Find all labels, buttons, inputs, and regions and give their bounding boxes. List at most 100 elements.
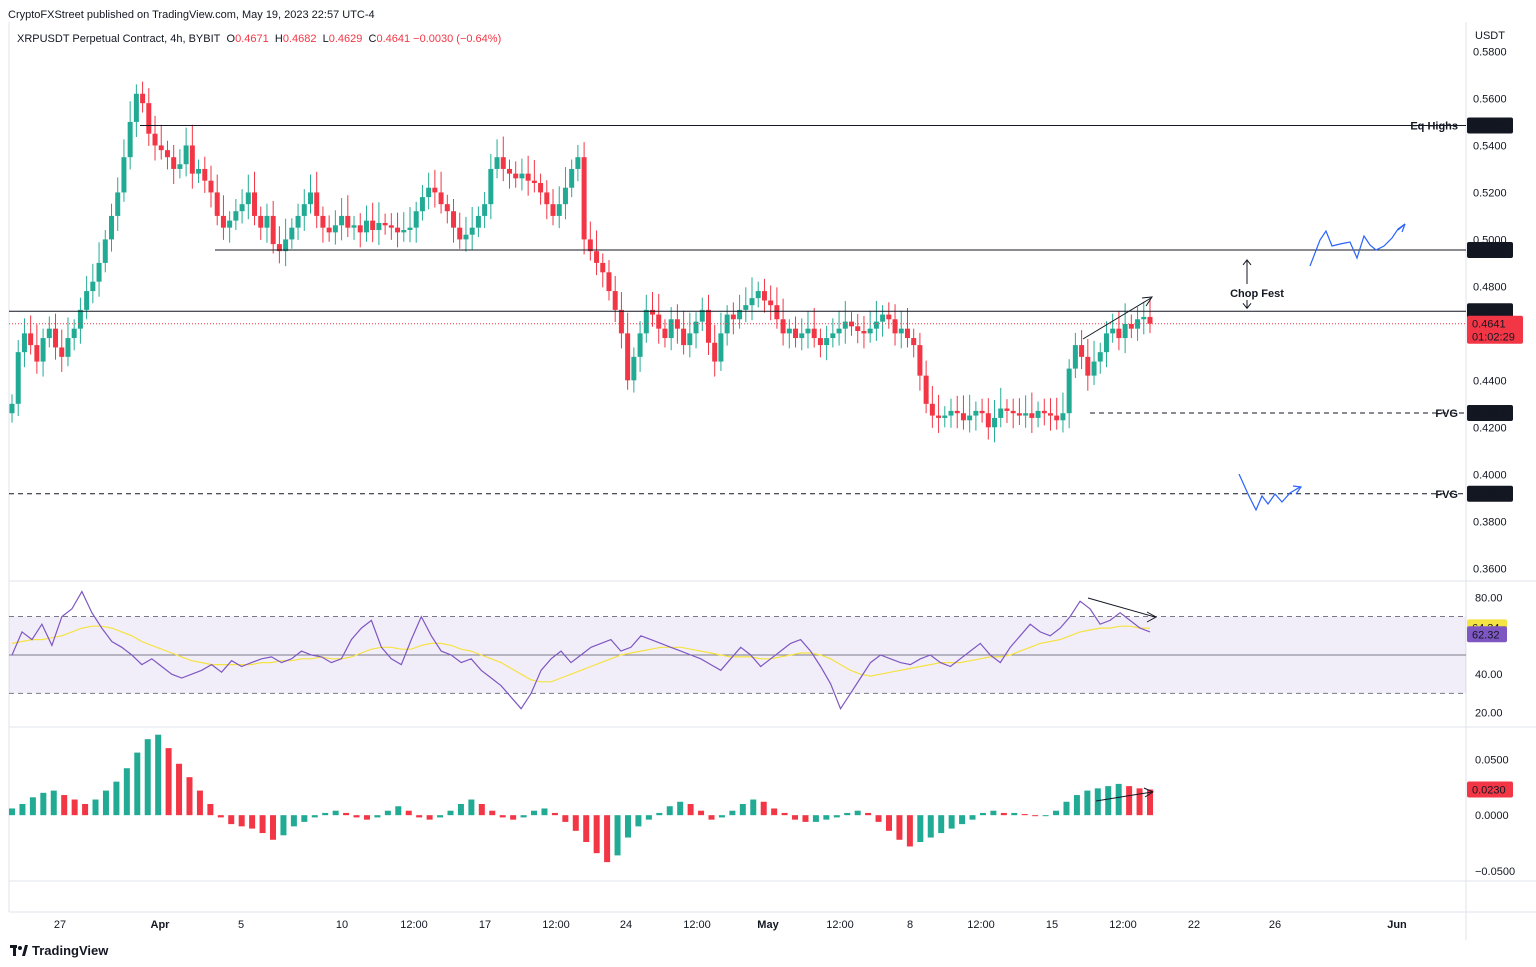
candle-body: [401, 230, 407, 233]
time-tick-label: 8: [907, 919, 913, 931]
candle-body: [923, 375, 929, 404]
time-tick-label: Apr: [151, 919, 171, 931]
candle-body: [948, 410, 954, 416]
candle-body: [562, 187, 568, 205]
candle-body: [793, 328, 799, 339]
rsi-tick-label: 40.00: [1475, 669, 1503, 681]
histogram-bar: [134, 752, 141, 816]
candle-body: [15, 352, 21, 404]
price-tick-label: 0.5200: [1473, 187, 1507, 199]
histogram-bar: [332, 810, 339, 816]
histogram-bar: [102, 790, 109, 816]
low-value: 0.4629: [328, 33, 363, 45]
histogram-bar: [1021, 814, 1028, 816]
price-tick-label: 0.3800: [1473, 516, 1507, 528]
histogram-bar: [1011, 812, 1018, 816]
candle-body: [817, 338, 823, 346]
brand-name: TradingView: [32, 943, 109, 958]
time-tick-label: May: [757, 919, 779, 931]
candle-body: [295, 215, 301, 228]
histogram-bar: [771, 808, 778, 816]
candle-body: [1054, 415, 1060, 421]
candle-body: [749, 298, 755, 306]
candle-body: [967, 415, 973, 421]
candle-body: [214, 192, 220, 216]
histogram-bar: [1094, 788, 1101, 816]
histogram-bar: [750, 799, 757, 816]
candle-body: [538, 183, 544, 193]
candle-body: [301, 204, 307, 216]
candle-body: [320, 215, 326, 228]
candle-body: [21, 333, 27, 353]
histogram-bar: [207, 804, 214, 816]
tradingview-logo-icon: [10, 944, 28, 956]
candle-body: [276, 244, 282, 252]
histogram-bar: [228, 815, 235, 825]
candle-body: [668, 319, 674, 339]
price-tick-label: 0.5800: [1473, 46, 1507, 58]
candle-body: [1116, 328, 1122, 339]
projection-path-down: [1238, 473, 1301, 512]
candle-body: [911, 338, 917, 346]
candle-body: [656, 314, 662, 329]
high-label: H: [274, 33, 283, 45]
candle-body: [314, 192, 320, 216]
time-tick-label: 22: [1188, 919, 1200, 931]
candle-body: [849, 321, 855, 327]
candle-body: [519, 173, 525, 179]
histogram-bar: [990, 810, 997, 816]
candle-body: [171, 157, 177, 169]
histogram-bar: [1073, 795, 1080, 816]
candle-body: [388, 225, 394, 228]
candle-body: [233, 211, 239, 221]
histogram-bar: [499, 815, 506, 818]
histogram-bar: [384, 810, 391, 816]
candle-body: [705, 309, 711, 343]
histogram-bar: [969, 815, 976, 820]
hist-tick-label: −0.0500: [1475, 866, 1515, 878]
histogram-bar: [363, 815, 370, 820]
histogram-bar: [645, 815, 652, 820]
candle-body: [407, 227, 413, 231]
histogram-bar: [343, 812, 350, 816]
candle-body: [786, 328, 792, 334]
candle-body: [936, 415, 942, 418]
candle-body: [960, 413, 966, 421]
histogram-bar: [165, 748, 172, 816]
candle-body: [28, 333, 34, 346]
candle-body: [432, 187, 438, 193]
histogram-bar: [40, 792, 47, 816]
histogram-bar: [301, 815, 308, 822]
histogram-bar: [353, 815, 360, 818]
histogram-bar: [186, 777, 193, 816]
time-tick-label: 12:00: [400, 919, 428, 931]
histogram-bar: [71, 799, 78, 816]
histogram-bar: [844, 812, 851, 816]
candle-body: [1066, 368, 1072, 414]
candle-body: [220, 215, 226, 228]
fvg-label: FVG: [1435, 489, 1458, 501]
candle-body: [413, 211, 419, 228]
time-tick-label: Jun: [1387, 919, 1407, 931]
open-label: O: [226, 33, 236, 45]
rsi-value-tag: [1467, 626, 1507, 643]
chop-arrow-up: [1242, 259, 1252, 266]
candle-body: [239, 204, 245, 212]
candle-body: [451, 211, 457, 228]
candle-body: [363, 220, 369, 233]
level-price-tag: [1467, 485, 1513, 502]
candle-body: [183, 145, 189, 165]
candle-body: [1097, 352, 1103, 362]
time-tick-label: 17: [479, 919, 491, 931]
histogram-bar: [520, 815, 527, 818]
candle-body: [1072, 345, 1078, 369]
candle-body: [1141, 316, 1147, 320]
candle-body: [475, 215, 481, 228]
rsi-trend-line: [1087, 597, 1156, 618]
histogram-bar: [437, 815, 444, 818]
histogram-bar: [113, 781, 120, 816]
time-tick-label: 12:00: [967, 919, 995, 931]
histogram-bar: [468, 799, 475, 816]
histogram-bar: [687, 804, 694, 816]
